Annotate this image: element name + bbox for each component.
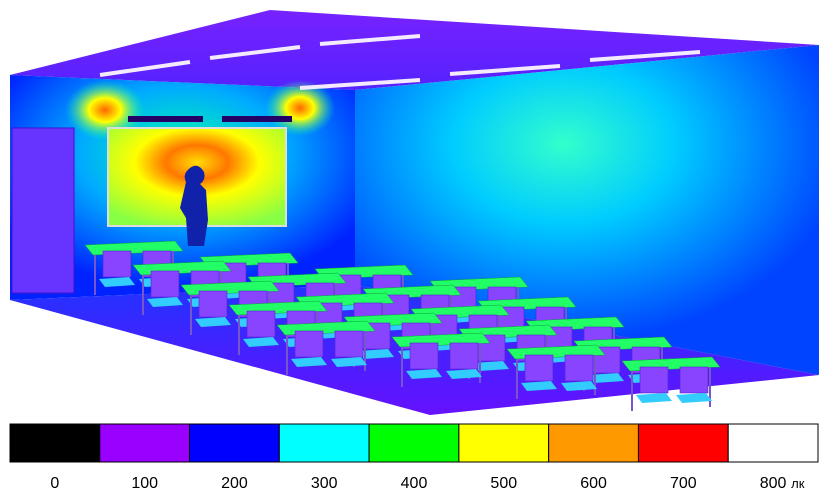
legend-swatch [638,424,728,462]
chair-back [199,291,227,317]
chair-seat [636,393,672,403]
legend-label: 500 [490,475,517,492]
chair-back [295,331,323,357]
legend-label: 600 [580,475,607,492]
legend-swatch [728,424,818,462]
legend: 0 100 200 300 400 500 600 700 800 лк [10,424,818,492]
legend-swatch [369,424,459,462]
chair-back [525,355,553,381]
legend-label: 200 [221,475,248,492]
chair-seat [676,393,712,403]
legend-label: 400 [401,475,428,492]
legend-swatch [100,424,190,462]
lamp [222,116,292,122]
legend-swatch [459,424,549,462]
chair-back [335,331,363,357]
room [10,10,819,415]
chair-back [151,271,179,297]
legend-label: 300 [311,475,338,492]
lamp [128,116,203,122]
page: 0 100 200 300 400 500 600 700 800 лк [0,0,819,492]
chair-back [680,367,708,393]
chair-back [410,343,438,369]
chair-back [565,355,593,381]
legend-label: 800 [760,475,787,492]
legend-swatch [10,424,100,462]
chair-back [103,251,131,277]
chair-back [450,343,478,369]
legend-label: 0 [50,475,59,492]
chair-back [640,367,668,393]
legend-label: 700 [670,475,697,492]
legend-unit: лк [791,476,805,491]
legend-swatch [549,424,639,462]
legend-swatch [279,424,369,462]
legend-swatch [190,424,280,462]
legend-label: 100 [131,475,158,492]
bookcase [12,128,74,293]
chair-back [247,311,275,337]
